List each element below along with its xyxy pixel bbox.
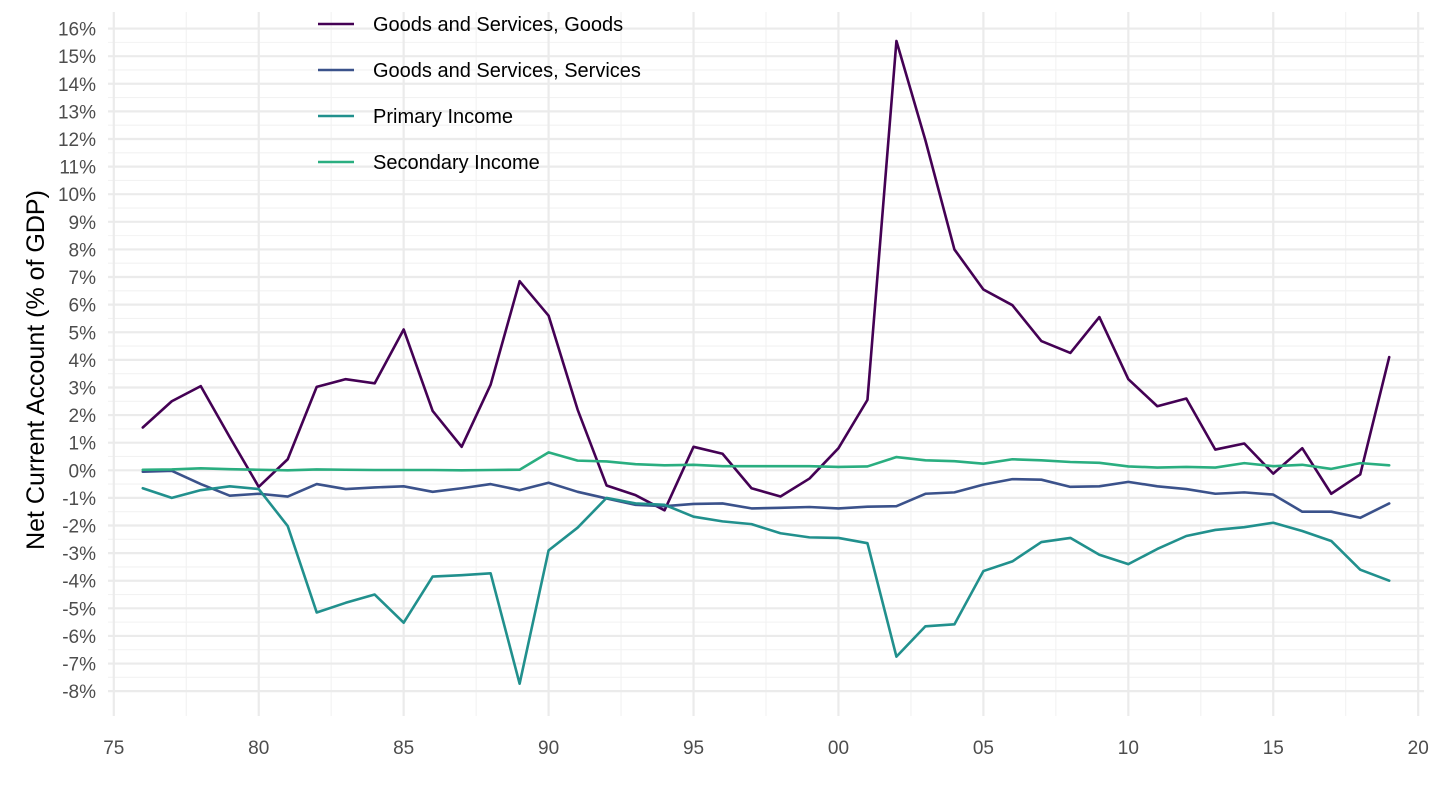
y-axis-title: Net Current Account (% of GDP) <box>22 190 50 550</box>
y-tick-label: 10% <box>58 185 96 206</box>
y-tick-label: -1% <box>62 489 96 510</box>
y-tick-label: 1% <box>69 434 97 455</box>
legend-item: Secondary Income <box>318 152 540 174</box>
legend-item: Primary Income <box>318 106 513 128</box>
x-tick-label: 20 <box>1408 738 1429 759</box>
x-tick-label: 80 <box>248 738 269 759</box>
y-tick-label: 14% <box>58 75 96 96</box>
y-tick-label: -8% <box>62 682 96 703</box>
series-line-goods-and-services-services <box>141 469 1391 520</box>
minor-gridlines <box>108 12 1424 716</box>
series-lines <box>141 39 1391 686</box>
y-tick-label: 0% <box>69 461 97 482</box>
y-tick-label: 13% <box>58 102 96 123</box>
series-line-goods-and-services-goods <box>141 39 1391 512</box>
y-tick-label: -7% <box>62 655 96 676</box>
y-tick-label: 9% <box>69 213 97 234</box>
legend-label: Primary Income <box>373 106 513 128</box>
x-tick-label: 15 <box>1263 738 1284 759</box>
x-tick-label: 05 <box>973 738 994 759</box>
y-tick-label: 11% <box>59 158 96 179</box>
series-line-secondary-income <box>141 451 1391 472</box>
y-tick-label: -5% <box>62 599 96 620</box>
x-tick-label: 00 <box>828 738 849 759</box>
y-tick-label: -6% <box>62 627 96 648</box>
series-line-primary-income <box>141 484 1391 686</box>
y-tick-label: 5% <box>69 323 97 344</box>
x-tick-label: 10 <box>1118 738 1139 759</box>
y-tick-label: 6% <box>69 296 97 317</box>
y-tick-label: 3% <box>69 378 97 399</box>
legend-label: Goods and Services, Goods <box>373 14 623 36</box>
major-gridlines <box>108 12 1424 716</box>
y-tick-label: 12% <box>58 130 96 151</box>
y-tick-label: 16% <box>58 20 96 41</box>
y-tick-label: -4% <box>62 572 96 593</box>
y-tick-label: 15% <box>58 47 96 68</box>
legend-label: Goods and Services, Services <box>373 60 641 82</box>
y-tick-label: -3% <box>62 544 96 565</box>
y-tick-label: 7% <box>69 268 97 289</box>
legend: Goods and Services, Goods Goods and Servi… <box>318 14 641 174</box>
x-axis-tick-labels: 75 80 85 90 95 00 05 10 15 20 <box>103 738 1429 759</box>
x-tick-label: 90 <box>538 738 559 759</box>
legend-label: Secondary Income <box>373 152 540 174</box>
y-tick-label: 4% <box>69 351 97 372</box>
x-tick-label: 95 <box>683 738 704 759</box>
y-tick-label: -2% <box>62 517 96 538</box>
y-tick-label: 2% <box>69 406 97 427</box>
legend-item: Goods and Services, Goods <box>318 14 623 36</box>
x-tick-label: 85 <box>393 738 414 759</box>
legend-item: Goods and Services, Services <box>318 60 641 82</box>
y-axis-tick-labels: -8% -7% -6% -5% -4% -3% -2% -1% 0% 1% 2% 3% 4% 5% 6% 7%… <box>58 20 96 704</box>
y-tick-label: 8% <box>69 240 97 261</box>
x-tick-label: 75 <box>103 738 124 759</box>
